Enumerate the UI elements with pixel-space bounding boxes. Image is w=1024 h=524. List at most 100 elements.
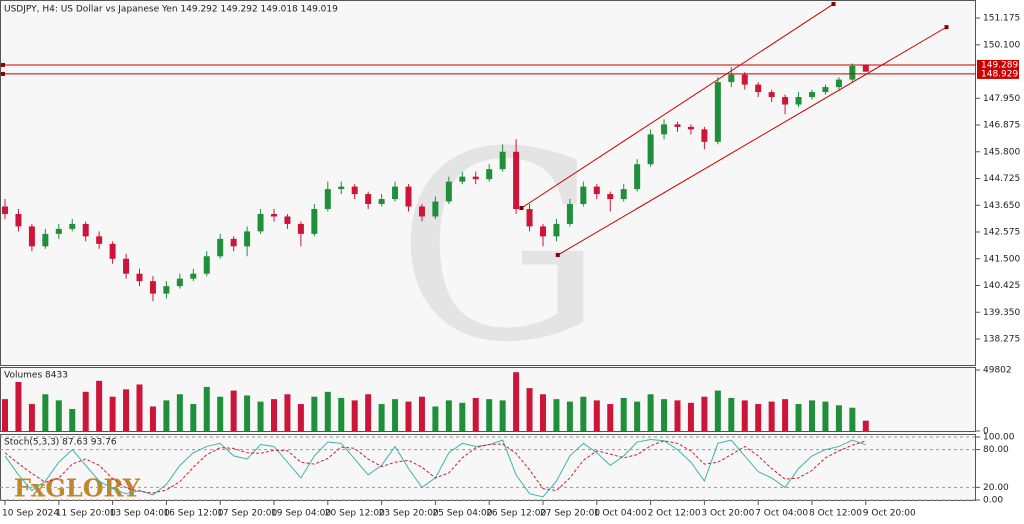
- volume-bar: [418, 396, 425, 431]
- volume-bar: [822, 401, 829, 431]
- y-tick-label: 138.275: [983, 335, 1020, 345]
- volume-bar: [768, 401, 775, 431]
- volume-bar: [176, 394, 183, 431]
- candle-body: [28, 226, 35, 247]
- candle-body: [862, 64, 869, 72]
- volume-bar: [392, 399, 399, 431]
- volume-bar: [2, 399, 8, 431]
- candle-body: [42, 233, 49, 247]
- candle-body: [96, 236, 103, 244]
- candle-body: [271, 213, 277, 217]
- candle-body: [338, 186, 345, 190]
- volume-bar: [714, 390, 721, 431]
- candle-body: [230, 238, 237, 247]
- volume-bar: [607, 404, 614, 431]
- volume-bar: [28, 404, 35, 431]
- chart-title: USDJPY, H4: US Dollar vs Japanese Yen 14…: [4, 5, 338, 15]
- candle-body: [593, 186, 600, 195]
- candle-body: [768, 92, 775, 98]
- volume-bar: [526, 388, 533, 431]
- y-tick-label: 142.575: [983, 228, 1020, 238]
- volume-bar: [674, 400, 681, 431]
- volume-bar: [701, 396, 708, 431]
- volume-bar: [217, 396, 224, 431]
- volume-bar: [136, 384, 143, 431]
- volume-bar: [297, 404, 304, 431]
- x-tick-label: 23 Sep 20:00: [379, 509, 439, 519]
- x-tick-label: 13 Sep 04:00: [110, 509, 170, 519]
- volume-bar: [271, 399, 277, 431]
- candle-body: [432, 201, 439, 217]
- candle-body: [284, 216, 291, 224]
- candle-body: [365, 194, 372, 205]
- candle-body: [755, 84, 762, 93]
- volume-bar: [795, 404, 802, 431]
- candle-body: [15, 213, 22, 227]
- volume-bar: [634, 401, 641, 431]
- y-tick-label: 141.500: [983, 254, 1020, 264]
- candle-body: [674, 124, 681, 127]
- candle-body: [795, 97, 802, 105]
- x-tick-label: 11 Sep 20:00: [56, 509, 116, 519]
- candle-body: [647, 134, 654, 165]
- x-tick-label: 16 Sep 12:00: [163, 509, 223, 519]
- y-tick-label: 0.00: [983, 496, 1003, 506]
- candle-body: [714, 82, 721, 142]
- volume-bar: [593, 400, 600, 431]
- x-tick-label: 9 Oct 20:00: [863, 509, 916, 519]
- volume-bar: [55, 400, 62, 431]
- candle-body: [69, 223, 76, 229]
- volume-bar: [486, 399, 493, 431]
- volume-bar: [661, 399, 668, 431]
- candle-body: [176, 278, 183, 287]
- candle-body: [445, 181, 452, 202]
- candle-body: [620, 189, 627, 200]
- level-label: 148.929: [981, 69, 1018, 79]
- level-label: 149.289: [981, 60, 1018, 70]
- candle-body: [459, 176, 466, 182]
- candle-body: [499, 151, 506, 170]
- volume-bar: [432, 406, 439, 431]
- y-tick-label: 20.00: [983, 483, 1009, 493]
- candle-body: [123, 258, 130, 274]
- x-tick-label: 27 Sep 20:00: [540, 509, 600, 519]
- candle-body: [324, 189, 331, 210]
- volume-bar: [809, 400, 815, 431]
- y-tick-label: 147.950: [983, 94, 1020, 104]
- level-marker: [1, 62, 5, 67]
- volume-bar: [190, 404, 197, 431]
- candle-body: [217, 238, 224, 257]
- volume-bar: [755, 404, 762, 431]
- y-tick-label: 0: [983, 427, 989, 437]
- y-tick-label: 146.875: [983, 121, 1020, 131]
- trendline: [521, 3, 834, 209]
- candle-body: [540, 226, 546, 237]
- volume-bar: [445, 400, 452, 431]
- volume-bar: [244, 395, 251, 431]
- volume-title: Volumes 8433: [4, 371, 68, 381]
- candle-body: [244, 231, 251, 247]
- volume-bar: [311, 396, 318, 431]
- volume-bar: [728, 397, 735, 431]
- trendline-anchor: [944, 25, 949, 30]
- trendline-anchor: [519, 206, 524, 211]
- candle-body: [203, 256, 210, 274]
- volume-bar: [405, 401, 412, 431]
- candle-body: [849, 65, 856, 80]
- candle-body: [513, 151, 520, 210]
- volume-bar: [96, 380, 103, 431]
- panel-frames: [0, 0, 976, 501]
- candle-body: [809, 92, 815, 98]
- candle-body: [661, 124, 668, 135]
- y-tick-label: 143.650: [983, 201, 1020, 211]
- candle-body: [566, 204, 573, 224]
- volume-bar: [163, 400, 170, 431]
- y-tick-label: 100.00: [983, 433, 1015, 443]
- volume-bar: [149, 406, 156, 431]
- candle-body: [163, 286, 170, 294]
- volume-bar: [540, 394, 546, 431]
- candle-body: [136, 273, 143, 282]
- volume-bar: [351, 400, 358, 431]
- candle-body: [580, 186, 587, 205]
